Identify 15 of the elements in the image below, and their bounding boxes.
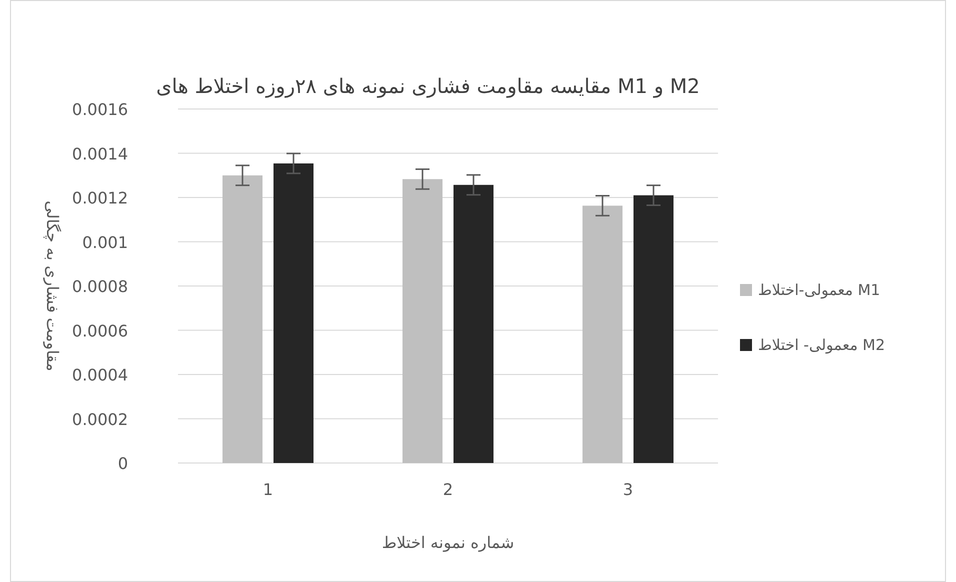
y-tick-label: 0.0016	[72, 100, 128, 119]
y-tick-label: 0.0012	[72, 188, 128, 208]
y-tick-label: 0.001	[82, 232, 128, 252]
y-tick-label: 0.0004	[72, 366, 128, 384]
y-tick-label: 0.0008	[72, 277, 128, 296]
y-tick-label: 0.0002	[72, 410, 128, 429]
x-tick-label: 2	[442, 480, 454, 499]
x-tick-label: 1	[262, 480, 274, 499]
y-tick-label: 0	[118, 454, 128, 473]
y-tick-label: 0.0006	[72, 321, 128, 340]
x-axis-title: شماره نمونه اختلاط	[382, 533, 514, 552]
x-tick-label: 3	[622, 480, 634, 499]
y-tick-label: 0.0014	[72, 144, 128, 164]
chart-title: مقایسه مقاومت فشاری نمونه های ۲۸روزه اختلاط های M1 و M2	[156, 74, 700, 98]
y-axis-title: مقاومت فشاری به چگالی	[43, 200, 62, 372]
